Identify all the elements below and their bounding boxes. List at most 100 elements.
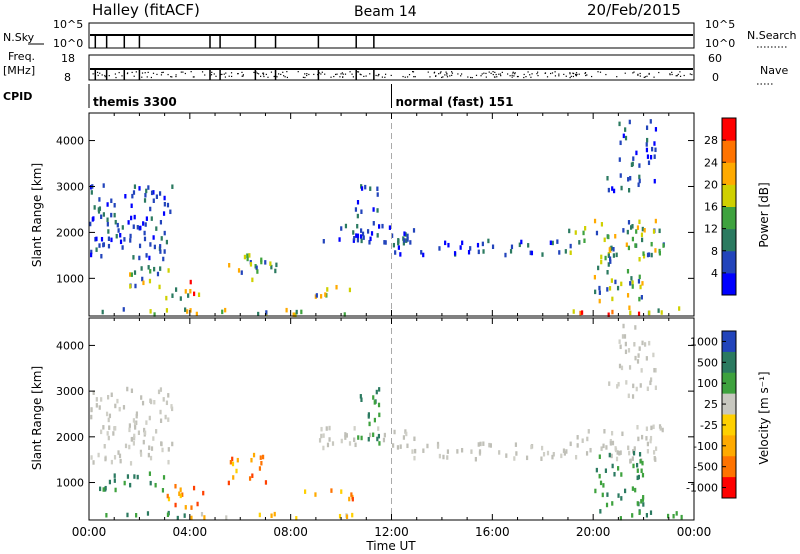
data-cell	[654, 446, 658, 451]
freq-unit: [MHz]	[3, 64, 35, 77]
data-cell	[608, 452, 611, 458]
data-cell	[436, 441, 440, 447]
data-cell	[489, 443, 492, 448]
data-cell	[107, 229, 110, 234]
data-cell	[376, 436, 379, 442]
data-cell	[232, 475, 235, 480]
data-cell	[122, 405, 126, 410]
data-cell	[632, 463, 635, 469]
data-cell	[227, 480, 230, 486]
data-cell	[617, 493, 620, 498]
data-cell	[273, 511, 276, 517]
data-cell	[615, 456, 619, 462]
data-cell	[520, 239, 523, 245]
data-cell	[345, 514, 349, 519]
data-cell	[614, 234, 617, 239]
nave-dot	[494, 71, 496, 74]
data-cell	[646, 137, 649, 143]
data-cell	[231, 456, 234, 462]
nave-dot	[480, 75, 482, 77]
data-cell	[142, 439, 145, 445]
data-cell	[666, 513, 670, 519]
data-cell	[113, 212, 116, 218]
nave-dot	[439, 72, 442, 74]
data-cell	[236, 457, 239, 463]
nave-dot	[175, 75, 177, 78]
data-cell	[631, 513, 634, 518]
nave-dot	[133, 75, 135, 77]
nave-dot	[167, 73, 169, 76]
data-cell	[576, 443, 579, 448]
data-cell	[600, 222, 604, 227]
data-cell	[325, 293, 328, 298]
data-cell	[402, 240, 405, 246]
data-cell	[157, 389, 161, 395]
nsearch-tick-top: 10^5	[705, 18, 735, 31]
nave-dot	[558, 75, 560, 77]
data-cell	[616, 450, 619, 455]
data-cell	[133, 433, 136, 439]
data-cell	[265, 310, 268, 315]
data-cell	[641, 497, 645, 502]
nave-dot	[451, 74, 453, 76]
data-cell	[642, 502, 645, 507]
data-cell	[646, 252, 650, 258]
data-cell	[654, 368, 657, 373]
data-cell	[406, 233, 409, 239]
nave-dot	[101, 74, 103, 76]
data-cell	[133, 214, 136, 220]
colorbar-segment	[722, 393, 736, 415]
data-cell	[130, 388, 134, 394]
data-cell	[160, 236, 163, 241]
nave-dot	[569, 72, 571, 74]
nave-dot	[318, 72, 321, 74]
nave-dot	[276, 76, 278, 78]
data-cell	[381, 223, 384, 229]
data-cell	[98, 243, 101, 248]
data-cell	[162, 397, 165, 402]
nave-dot	[225, 72, 227, 74]
data-cell	[391, 233, 394, 238]
data-cell	[426, 443, 429, 449]
data-cell	[376, 192, 379, 197]
time-tick-label: 04:00	[173, 525, 208, 539]
nave-dot	[375, 74, 377, 77]
data-cell	[611, 463, 614, 469]
data-cell	[619, 173, 622, 178]
data-cell	[256, 269, 259, 274]
data-cell	[607, 187, 610, 193]
nave-dot	[175, 74, 177, 76]
data-cell	[637, 279, 641, 284]
data-cell	[179, 296, 182, 301]
data-cell	[476, 242, 480, 248]
data-cell	[255, 265, 258, 271]
colorbar-tick-label: -1000	[686, 482, 718, 495]
data-cell	[137, 430, 141, 436]
data-cell	[378, 412, 381, 418]
data-cell	[396, 445, 400, 450]
velocity-colorbar-label: Velocity [m s⁻¹]	[757, 371, 771, 464]
nave-dot	[115, 76, 117, 79]
data-cell	[589, 447, 592, 453]
nave-dot	[671, 73, 673, 76]
data-cell	[159, 244, 162, 249]
data-cell	[149, 455, 153, 461]
data-cell	[149, 309, 152, 314]
data-cell	[399, 444, 402, 449]
data-cell	[642, 251, 645, 256]
nave-dot	[213, 73, 215, 75]
data-cell	[315, 293, 318, 298]
nave-dot	[135, 71, 137, 73]
data-cell	[270, 513, 273, 518]
data-cell	[628, 450, 631, 456]
nave-dot	[529, 74, 531, 76]
data-cell	[155, 226, 158, 231]
data-cell	[353, 236, 356, 241]
nave-dot	[586, 74, 588, 76]
data-cell	[107, 394, 110, 400]
nave-dot	[280, 73, 282, 76]
data-cell	[127, 220, 130, 225]
data-cell	[165, 400, 169, 406]
data-cell	[608, 247, 611, 252]
data-cell	[634, 355, 637, 361]
